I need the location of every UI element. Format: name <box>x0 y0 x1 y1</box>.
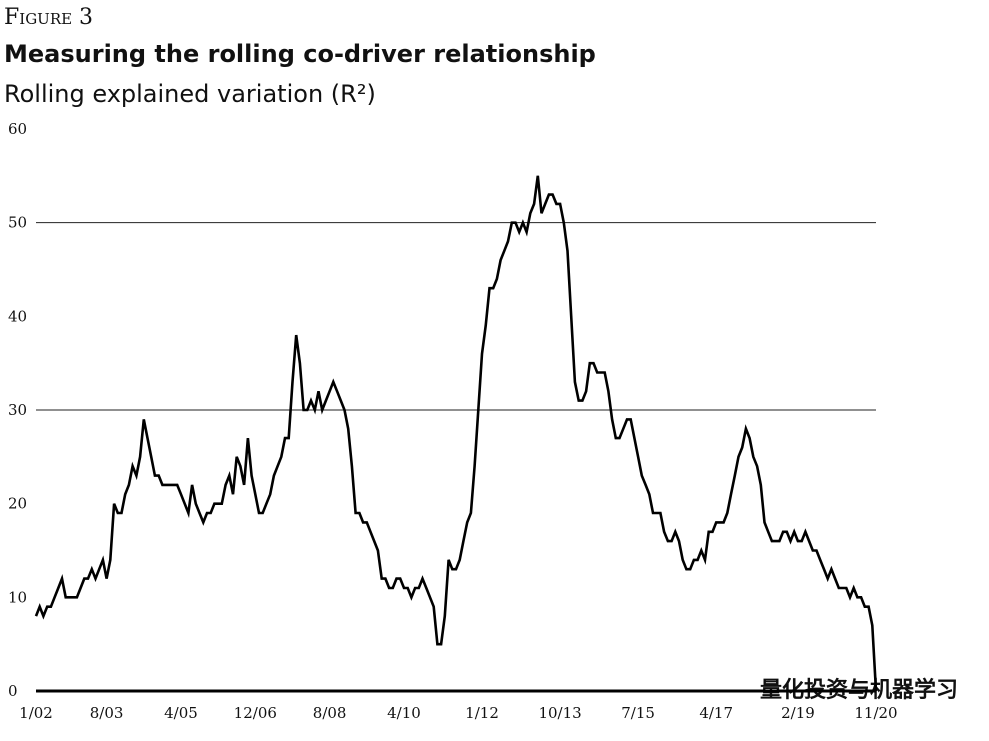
x-tick-label: 8/03 <box>90 704 124 722</box>
y-tick-label: 50 <box>8 214 27 232</box>
y-tick-label: 0 <box>8 682 18 700</box>
x-tick-label: 4/10 <box>387 704 421 722</box>
y-tick-label: 30 <box>8 401 27 419</box>
x-tick-label: 10/13 <box>538 704 581 722</box>
line <box>34 175 878 692</box>
y-tick-label: 20 <box>8 495 27 513</box>
x-tick-label: 4/17 <box>699 704 733 722</box>
x-tick-label: 4/05 <box>164 704 198 722</box>
figure-label: Figure 3 <box>4 5 93 30</box>
y-tick-label: 10 <box>8 588 27 606</box>
x-tick-label: 11/20 <box>854 704 897 722</box>
y-tick-label: 60 <box>8 120 27 138</box>
x-tick-label: 1/12 <box>465 704 499 722</box>
x-tick-label: 8/08 <box>313 704 347 722</box>
x-tick-label: 7/15 <box>621 704 655 722</box>
chart-subtitle: Rolling explained variation (R²) <box>4 80 376 108</box>
x-tick-label: 1/02 <box>19 704 53 722</box>
x-tick-label: 2/19 <box>781 704 815 722</box>
chart-title: Measuring the rolling co-driver relation… <box>4 40 596 68</box>
y-tick-label: 40 <box>8 307 27 325</box>
x-tick-label: 12/06 <box>234 704 277 722</box>
